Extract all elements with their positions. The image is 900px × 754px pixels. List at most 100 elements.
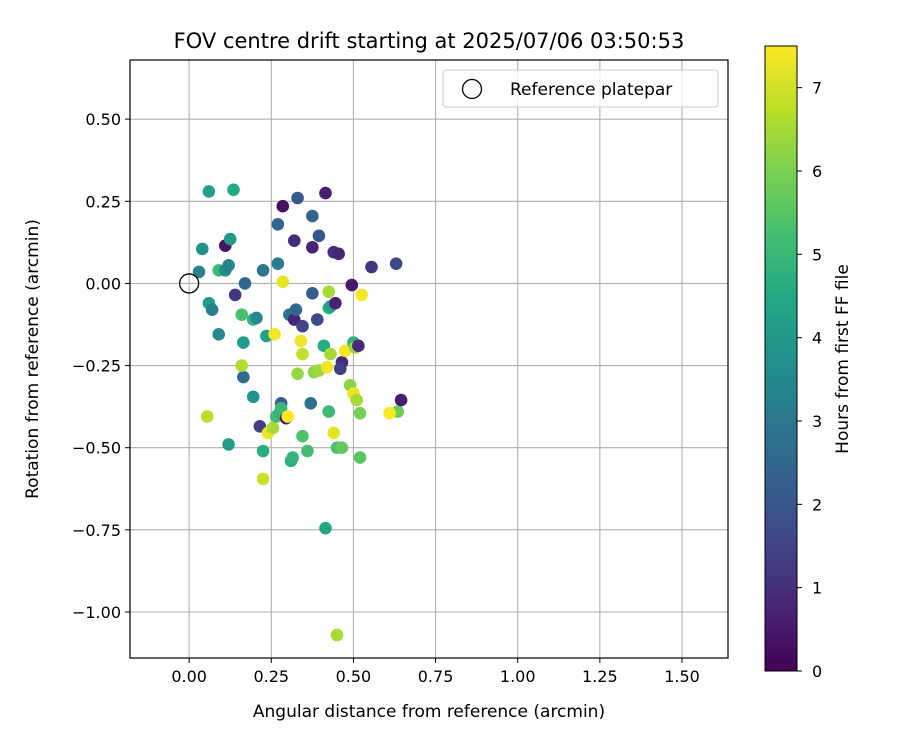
data-point: [195, 242, 209, 256]
data-point: [246, 390, 260, 404]
x-axis-ticks: 0.00 0.25 0.50 0.75 1.00 1.25 1.50: [171, 658, 700, 686]
y-tick-label: 0.00: [85, 274, 121, 293]
x-tick-label: 0.50: [336, 667, 372, 686]
data-point: [250, 311, 263, 325]
x-tick-label: 1.00: [500, 667, 536, 686]
data-point: [312, 229, 326, 243]
data-point: [322, 285, 336, 298]
data-point: [266, 421, 280, 435]
colorbar-tick-label: 1: [812, 579, 822, 598]
data-point: [332, 247, 345, 261]
data-point: [350, 393, 364, 407]
x-tick-label: 1.50: [664, 667, 700, 686]
data-point: [365, 260, 378, 274]
data-point: [276, 275, 290, 289]
data-point: [383, 406, 396, 420]
colorbar-tick-label: 0: [812, 662, 822, 681]
data-point: [271, 257, 285, 271]
colorbar-tick-label: 2: [812, 495, 822, 514]
data-point: [320, 360, 334, 374]
data-point: [271, 217, 285, 231]
data-point: [287, 234, 301, 248]
legend-label-reference: Reference platepar: [510, 80, 672, 100]
data-point: [296, 347, 309, 361]
legend-reference-marker: [461, 78, 483, 100]
data-point: [276, 199, 290, 213]
y-tick-label: −1.00: [72, 603, 121, 622]
x-tick-label: 1.25: [582, 667, 618, 686]
data-point: [319, 521, 332, 535]
data-point: [306, 240, 319, 254]
data-point: [389, 257, 403, 271]
data-point: [353, 406, 367, 420]
colorbar: 0 1 2 3 4 5 6 7 Hours from first FF file: [764, 45, 853, 681]
data-point: [329, 296, 342, 310]
x-tick-label: 0.75: [418, 667, 454, 686]
data-point: [227, 183, 240, 197]
legend-box: [442, 69, 719, 108]
reference-marker-group: [178, 273, 200, 294]
data-point: [202, 185, 216, 198]
data-point: [291, 367, 304, 381]
data-point: [324, 347, 337, 361]
data-point: [301, 444, 314, 458]
data-point: [281, 410, 295, 423]
data-point: [223, 232, 237, 246]
y-tick-label: 0.25: [85, 192, 121, 211]
data-point: [322, 405, 336, 418]
data-point: [237, 370, 250, 384]
data-point: [238, 277, 252, 290]
data-point: [222, 259, 235, 272]
data-point: [304, 397, 318, 410]
data-point: [289, 303, 303, 317]
data-point: [338, 344, 352, 358]
reference-marker: [178, 273, 200, 294]
colorbar-tick-label: 3: [812, 412, 822, 431]
data-point: [294, 334, 308, 348]
data-point: [228, 288, 242, 302]
data-point: [335, 441, 349, 455]
colorbar-label: Hours from first FF file: [833, 264, 853, 454]
plot-area-frame: [129, 59, 729, 659]
data-point: [291, 191, 304, 205]
data-point: [353, 451, 367, 464]
data-point: [306, 209, 319, 223]
y-tick-label: 0.50: [85, 110, 121, 129]
colorbar-gradient: [764, 45, 798, 672]
data-point: [256, 263, 270, 277]
data-point: [345, 278, 359, 292]
data-point: [212, 328, 226, 341]
colorbar-tick-label: 4: [812, 329, 822, 348]
data-point: [200, 410, 214, 423]
data-point: [268, 328, 281, 341]
data-point: [327, 426, 341, 440]
x-tick-label: 0.25: [253, 667, 289, 686]
data-point: [237, 336, 250, 349]
data-point: [222, 438, 235, 451]
y-tick-label: −0.25: [72, 357, 121, 376]
data-point: [235, 359, 249, 372]
colorbar-tick-label: 7: [812, 79, 822, 98]
colorbar-tick-label: 6: [812, 162, 822, 181]
data-point: [310, 313, 324, 326]
colorbar-ticks: 0 1 2 3 4 5 6 7: [797, 79, 822, 681]
data-point: [330, 628, 344, 642]
data-point: [256, 444, 270, 458]
chart-title: FOV centre drift starting at 2025/07/06 …: [174, 29, 685, 53]
data-point: [352, 339, 365, 353]
data-point: [192, 265, 206, 279]
data-point: [286, 451, 299, 464]
data-point: [319, 186, 332, 200]
y-tick-label: −0.75: [72, 521, 121, 540]
data-point: [306, 286, 319, 300]
data-point: [355, 288, 368, 302]
colorbar-tick-label: 5: [812, 245, 822, 264]
y-axis-label: Rotation from reference (arcmin): [23, 219, 43, 499]
data-point: [333, 362, 347, 376]
grid-lines: [130, 60, 728, 658]
y-tick-label: −0.50: [72, 439, 121, 458]
data-point: [256, 472, 270, 486]
data-point: [394, 393, 408, 407]
